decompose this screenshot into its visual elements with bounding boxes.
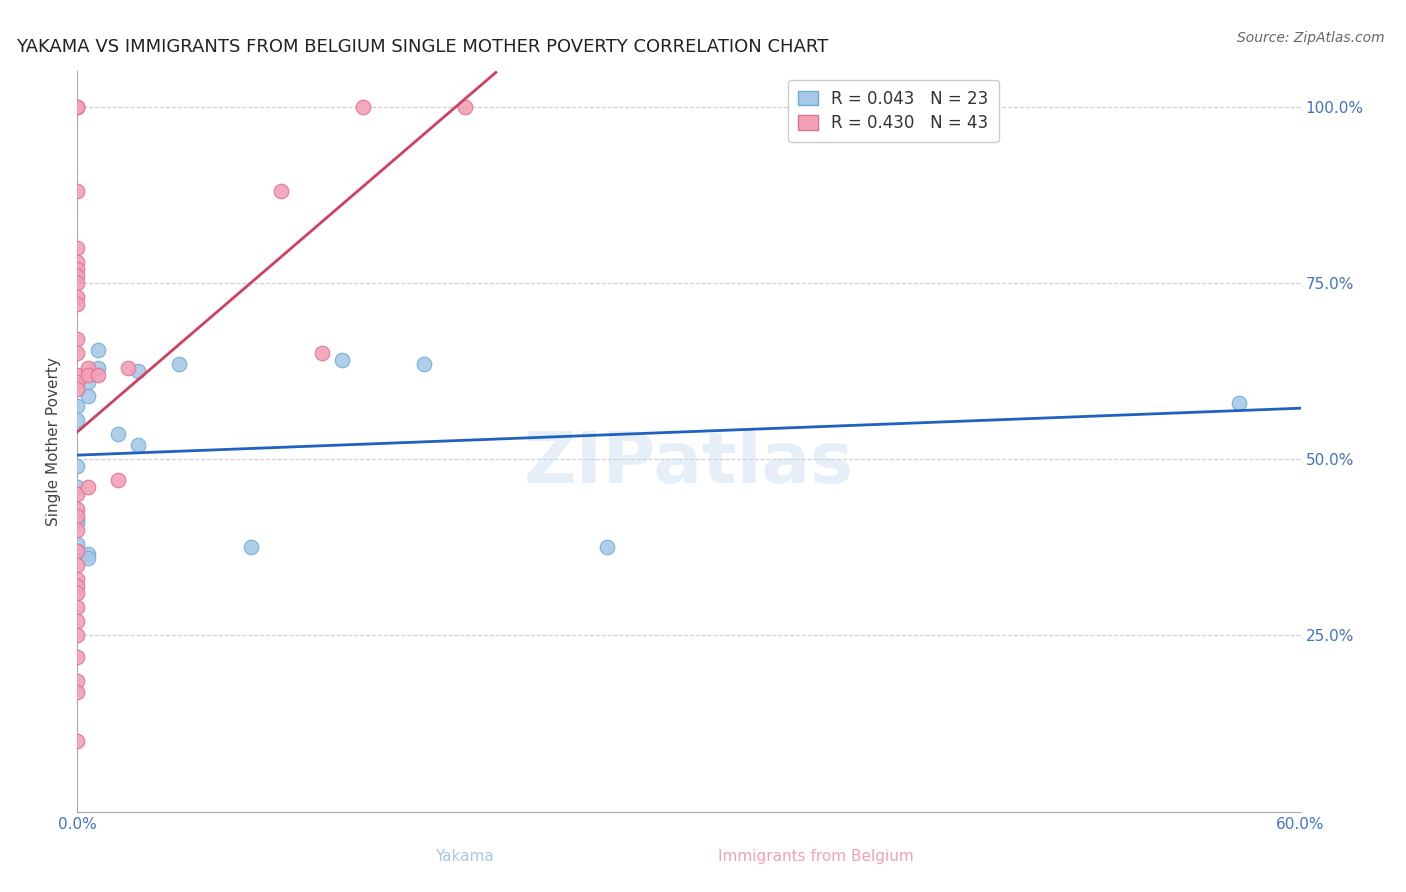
Point: [66, 516, 89, 530]
Point: [66, 734, 89, 748]
Point: [66, 480, 89, 494]
Point: [66, 261, 89, 276]
Point: [66, 558, 89, 572]
Point: [66, 368, 89, 382]
Point: [66, 685, 89, 699]
Point: [76, 550, 98, 565]
Point: [413, 357, 436, 371]
Point: [66, 512, 89, 526]
Point: [66, 537, 89, 551]
Point: [66, 628, 89, 642]
Point: [87, 368, 110, 382]
Point: [128, 364, 150, 378]
Point: [66, 100, 89, 114]
Point: [270, 184, 292, 198]
Point: [66, 586, 89, 600]
Point: [66, 399, 89, 413]
Text: Immigrants from Belgium: Immigrants from Belgium: [717, 849, 914, 863]
Point: [66, 544, 89, 558]
Point: [66, 459, 89, 474]
Point: [66, 649, 89, 664]
Point: [128, 438, 150, 452]
Text: YAKAMA VS IMMIGRANTS FROM BELGIUM SINGLE MOTHER POVERTY CORRELATION CHART: YAKAMA VS IMMIGRANTS FROM BELGIUM SINGLE…: [15, 38, 828, 56]
Point: [66, 290, 89, 304]
Point: [66, 413, 89, 427]
Point: [66, 501, 89, 516]
Point: [66, 100, 89, 114]
Point: [66, 487, 89, 501]
Point: [66, 100, 89, 114]
Point: [66, 297, 89, 311]
Point: [66, 254, 89, 268]
Legend: R = 0.043   N = 23, R = 0.430   N = 43: R = 0.043 N = 23, R = 0.430 N = 43: [787, 79, 998, 143]
Point: [66, 382, 89, 396]
Point: [1229, 396, 1251, 410]
Point: [66, 615, 89, 629]
Point: [66, 674, 89, 689]
Point: [169, 357, 191, 371]
Point: [66, 332, 89, 346]
Point: [66, 184, 89, 198]
Point: [76, 360, 98, 375]
Point: [311, 346, 333, 360]
Point: [87, 343, 110, 357]
Point: [239, 541, 262, 555]
Point: [596, 541, 619, 555]
Point: [107, 427, 129, 442]
Point: [66, 523, 89, 537]
Point: [66, 346, 89, 360]
Point: [76, 368, 98, 382]
Point: [66, 375, 89, 389]
Point: [107, 473, 129, 487]
Point: [76, 480, 98, 494]
Text: Source: ZipAtlas.com: Source: ZipAtlas.com: [1237, 31, 1385, 45]
Point: [76, 547, 98, 561]
Point: [66, 544, 89, 558]
Point: [66, 276, 89, 290]
Y-axis label: Single Mother Poverty: Single Mother Poverty: [46, 357, 62, 526]
Point: [352, 100, 374, 114]
Point: [66, 572, 89, 586]
Text: Yakama: Yakama: [434, 849, 494, 863]
Point: [66, 241, 89, 255]
Text: ZIPatlas: ZIPatlas: [524, 429, 853, 499]
Point: [454, 100, 477, 114]
Point: [76, 375, 98, 389]
Point: [66, 579, 89, 593]
Point: [66, 268, 89, 283]
Point: [66, 600, 89, 615]
Point: [66, 508, 89, 523]
Point: [76, 389, 98, 403]
Point: [87, 360, 110, 375]
Point: [332, 353, 354, 368]
Point: [117, 360, 139, 375]
